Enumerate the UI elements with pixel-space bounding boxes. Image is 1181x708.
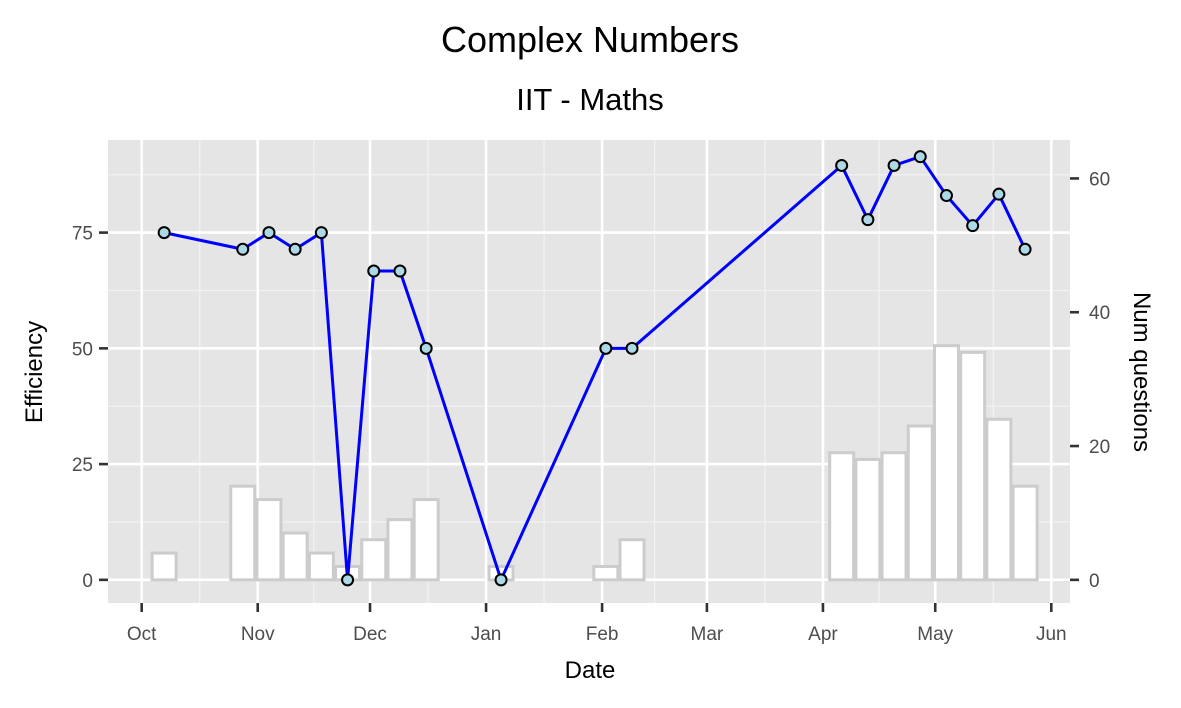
y2-tick-label: 40 [1089,303,1110,324]
data-point [157,226,171,240]
bar [150,551,178,582]
line-series [157,150,1032,587]
bar [1011,484,1039,582]
bar [828,451,856,582]
bar [592,564,620,582]
data-point [861,213,875,227]
bar [229,484,257,582]
data-point [367,264,381,278]
x-tick-label: Dec [353,624,387,645]
data-point [913,150,927,164]
bar-series [150,344,1039,582]
data-point [939,189,953,203]
bar [281,531,309,582]
bar [386,518,414,582]
data-point [835,158,849,172]
x-tick-label: Jun [1036,624,1067,645]
y2-tick-label: 20 [1089,437,1110,458]
y-tick-label: 75 [72,224,93,245]
data-point [625,341,639,355]
bar [307,551,335,582]
y-tick-label: 50 [72,339,93,360]
y-axis-title: Efficiency [21,321,48,423]
bar [412,498,440,582]
x-tick-label: Mar [691,624,724,645]
y2-tick-label: 0 [1089,571,1100,592]
data-point [262,226,276,240]
x-tick-label: Oct [127,624,157,645]
x-tick-label: Nov [241,624,275,645]
x-tick-label: Apr [808,624,838,645]
data-point [314,226,328,240]
data-point [992,187,1006,201]
y2-tick-label: 60 [1089,169,1110,190]
x-tick-label: May [917,624,953,645]
data-point [599,341,613,355]
bar [618,538,646,582]
y2-axis-title: Num questions [1128,292,1155,452]
data-point [341,573,355,587]
bar [255,498,283,582]
data-point [288,242,302,256]
axes: Oct Nov Dec Jan Feb Mar Apr May Jun 0 25 50 75 0 20 40 6… [72,169,1110,645]
y-tick-label: 0 [82,571,93,592]
bar [854,457,882,582]
data-point [393,264,407,278]
x-axis-title: Date [565,657,616,684]
chart-subtitle: IIT - Maths [516,82,664,117]
data-point [966,219,980,233]
bar [959,350,987,582]
bar [906,424,934,582]
x-tick-label: Feb [586,624,619,645]
chart-title: Complex Numbers [441,19,739,60]
bar [880,451,908,582]
data-point [419,341,433,355]
data-point [494,573,508,587]
bar [985,417,1013,582]
data-point [1018,242,1032,256]
y-tick-label: 25 [72,455,93,476]
x-tick-label: Jan [471,624,502,645]
data-point [236,242,250,256]
data-point [887,158,901,172]
bar [360,538,388,582]
bar [932,344,960,582]
